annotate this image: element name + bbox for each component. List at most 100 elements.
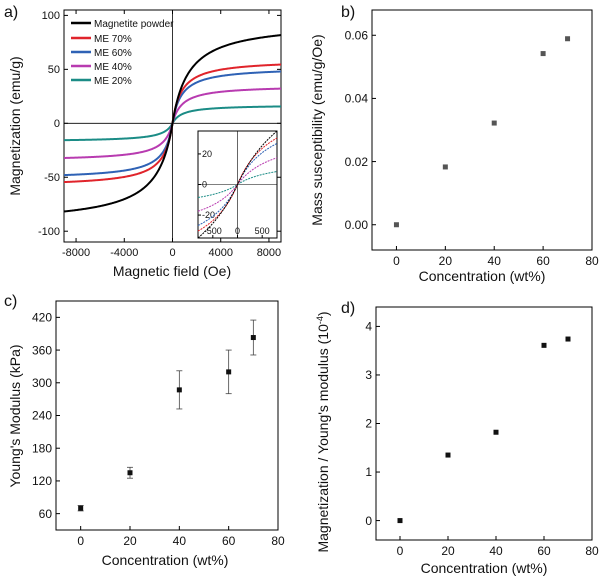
data-point <box>393 222 399 228</box>
y-tick-label: 50 <box>48 64 60 76</box>
panel-b-xlabel: Concentration (wt%) <box>419 268 546 284</box>
x-tick-label: 40 <box>488 254 502 268</box>
data-point <box>397 518 403 524</box>
inset-y-tick-label: 20 <box>202 149 212 159</box>
legend-label-me40: ME 40% <box>94 62 132 73</box>
data-point <box>541 342 547 348</box>
data-point <box>565 336 571 342</box>
data-point <box>78 505 84 511</box>
y-tick-label: 0.00 <box>345 218 369 232</box>
y-tick-label: 0.02 <box>345 155 369 169</box>
panel-a-label: a) <box>4 4 18 21</box>
y-tick-label: 0 <box>54 118 60 130</box>
inset-x-tick-label: 500 <box>255 226 270 236</box>
panel-b-axes: 0 20 40 60 80 0.00 0.02 0.04 0.06 <box>345 28 599 268</box>
y-tick-label: 180 <box>32 441 52 455</box>
panel-c-label: c) <box>4 293 17 310</box>
panel-d-ylabel-sup: -4 <box>315 316 325 324</box>
x-tick-label: 4000 <box>208 247 232 259</box>
panel-b-frame <box>371 9 593 251</box>
x-tick-label: 40 <box>173 534 187 548</box>
data-point <box>491 120 497 126</box>
inset-y-tick-label: -20 <box>202 210 215 220</box>
data-point <box>442 164 448 170</box>
panel-b-ylabel: Mass susceptibility (emu/g/Oe) <box>309 34 325 225</box>
legend-label-me20: ME 20% <box>94 76 132 87</box>
data-point <box>493 429 499 435</box>
inset-series-line <box>197 137 278 232</box>
x-tick-label: -4000 <box>110 247 138 259</box>
y-tick-label: 120 <box>32 474 52 488</box>
y-tick-label: 0 <box>365 514 372 528</box>
y-tick-label: 420 <box>32 311 52 325</box>
panel-d-frame <box>375 306 593 541</box>
y-tick-label: -50 <box>44 172 60 184</box>
data-point <box>176 387 182 393</box>
panel-b-label: b) <box>341 4 355 21</box>
panel-c-frame <box>55 300 279 531</box>
x-tick-label: 0 <box>393 254 400 268</box>
y-tick-label: 300 <box>32 376 52 390</box>
x-tick-label: -8000 <box>62 247 90 259</box>
y-tick-label: 60 <box>39 507 53 521</box>
y-tick-label: 240 <box>32 409 52 423</box>
inset-y-tick-label: 0 <box>202 180 207 190</box>
inset-plot: -500 0 500 -20 0 20 <box>197 130 278 239</box>
data-point <box>226 369 232 375</box>
x-tick-label: 0 <box>397 544 404 558</box>
data-point <box>127 470 133 476</box>
x-tick-label: 20 <box>441 544 455 558</box>
y-tick-label: 0.06 <box>345 28 369 42</box>
panel-d: d) 0 20 40 60 80 0 1 2 3 4 Concentration (wt%) Ma… <box>315 300 599 576</box>
panel-d-ylabel-end: ) <box>315 311 331 316</box>
x-tick-label: 20 <box>123 534 137 548</box>
panel-c-axes: 0 20 40 60 80 60 120 180 240 300 360 420 <box>32 311 285 548</box>
y-tick-label: 1 <box>365 465 372 479</box>
y-tick-label: 0.04 <box>345 92 369 106</box>
y-tick-label: -100 <box>38 226 60 238</box>
data-point <box>445 452 451 458</box>
x-tick-label: 80 <box>585 254 599 268</box>
panel-a-xlabel: Magnetic field (Oe) <box>113 263 231 279</box>
x-tick-label: 40 <box>489 544 503 558</box>
series-line <box>63 34 282 213</box>
y-tick-label: 3 <box>365 368 372 382</box>
x-tick-label: 0 <box>169 247 175 259</box>
x-tick-label: 20 <box>439 254 453 268</box>
x-tick-label: 0 <box>77 534 84 548</box>
x-tick-label: 80 <box>271 534 285 548</box>
inset-x-tick-label: -500 <box>204 226 222 236</box>
y-tick-label: 2 <box>365 417 372 431</box>
panel-c: c) 0 20 40 60 80 60 120 180 240 300 360 420 Concent… <box>4 293 285 568</box>
legend: Magnetite powder ME 70% ME 60% ME 40% ME… <box>71 19 174 87</box>
panel-d-ylabel-main: Magnetization / Young's modulus (10 <box>315 324 331 553</box>
panel-d-axes: 0 20 40 60 80 0 1 2 3 4 <box>365 320 599 558</box>
inset-series-line <box>197 130 278 239</box>
panel-b: b) 0 20 40 60 80 0.00 0.02 0.04 0.06 Concentrati… <box>309 4 599 284</box>
inset-series-line <box>197 171 278 198</box>
panel-d-label: d) <box>341 300 355 317</box>
x-tick-label: 60 <box>537 544 551 558</box>
legend-label-me60: ME 60% <box>94 48 132 59</box>
x-tick-label: 60 <box>222 534 236 548</box>
y-tick-label: 360 <box>32 343 52 357</box>
legend-label-me70: ME 70% <box>94 34 132 45</box>
x-tick-label: 8000 <box>257 247 281 259</box>
y-tick-label: 4 <box>365 320 372 334</box>
data-point <box>250 335 256 341</box>
panel-c-ylabel: Young's Modulus (kPa) <box>7 344 23 487</box>
data-point <box>540 51 546 57</box>
panel-a-series <box>63 34 282 213</box>
panel-a-ylabel: Magnetization (emu/g) <box>7 56 23 195</box>
panel-d-xlabel: Concentration (wt%) <box>421 560 548 576</box>
data-point <box>565 36 571 42</box>
x-tick-label: 80 <box>585 544 599 558</box>
panel-c-xlabel: Concentration (wt%) <box>102 552 229 568</box>
x-tick-label: 60 <box>536 254 550 268</box>
inset-x-tick-label: 0 <box>235 226 240 236</box>
legend-label-magnetite: Magnetite powder <box>94 19 174 30</box>
y-tick-label: 100 <box>42 10 60 22</box>
